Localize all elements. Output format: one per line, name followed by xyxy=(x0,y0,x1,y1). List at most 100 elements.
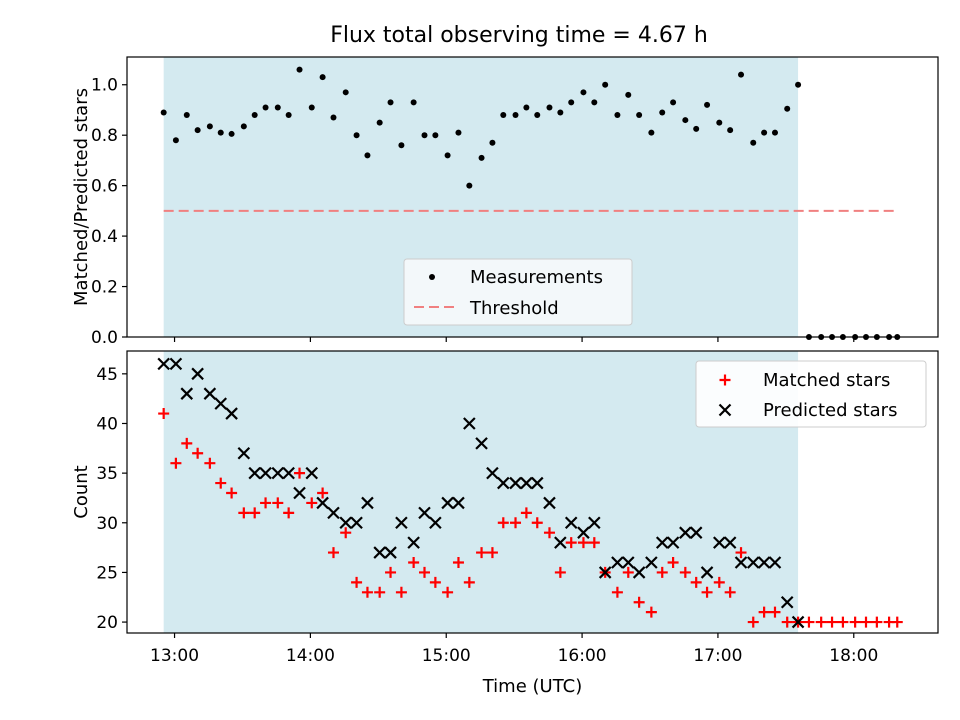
matched-star-point xyxy=(385,566,397,578)
predicted-star-point xyxy=(611,556,624,569)
predicted-star-point xyxy=(655,536,669,549)
matched-star-point xyxy=(667,557,679,568)
matched-star-point xyxy=(701,586,713,598)
measurement-point xyxy=(614,112,621,119)
measurement-point xyxy=(771,129,778,136)
matched-star-point xyxy=(554,566,566,578)
matched-star-point xyxy=(826,616,838,628)
matched-star-point xyxy=(226,487,238,499)
y-tick-label: 25 xyxy=(96,563,118,583)
predicted-star-point xyxy=(475,437,488,450)
matched-star-point xyxy=(713,576,725,588)
matched-star-point xyxy=(891,616,903,628)
matched-star-point xyxy=(476,547,488,559)
plot-frame xyxy=(126,350,939,634)
predicted-star-point xyxy=(679,526,692,539)
matched-star-point xyxy=(306,497,318,509)
predicted-star-point xyxy=(191,367,204,381)
matched-star-point xyxy=(871,616,883,628)
matched-star-point xyxy=(633,596,645,608)
measurement-point xyxy=(648,129,655,136)
measurement-point xyxy=(172,137,179,144)
predicted-star-point xyxy=(361,496,374,510)
observing-span xyxy=(163,351,799,633)
measurement-point xyxy=(398,142,405,149)
matched-star-point xyxy=(238,507,250,519)
y-tick-label: 45 xyxy=(96,365,118,385)
matched-star-point xyxy=(463,576,475,588)
measurement-point xyxy=(285,112,292,119)
matched-star-point xyxy=(588,537,600,549)
measurement-point xyxy=(466,182,473,189)
measurement-point xyxy=(670,99,677,106)
matched-star-point xyxy=(747,616,759,628)
measurement-point xyxy=(319,74,326,81)
y-tick-label: 0.4 xyxy=(91,227,118,247)
x-tick-label: 14:00 xyxy=(286,646,335,666)
y-tick-label: 0.6 xyxy=(91,177,118,197)
predicted-star-point xyxy=(237,446,251,460)
y-tick-label: 40 xyxy=(96,414,118,434)
predicted-star-point xyxy=(282,466,295,480)
matched-star-point xyxy=(860,616,872,628)
predicted-star-point xyxy=(666,536,680,549)
predicted-star-point xyxy=(339,516,352,530)
matched-star-point xyxy=(192,447,204,459)
predicted-star-point xyxy=(169,357,183,371)
matched-star-point xyxy=(497,517,509,529)
predicted-star-point xyxy=(746,556,760,569)
measurement-point xyxy=(444,152,451,159)
measurement-point xyxy=(636,112,643,119)
measurement-point xyxy=(262,104,269,111)
matched-star-point xyxy=(803,616,815,628)
predicted-star-point xyxy=(768,556,782,569)
measurement-point xyxy=(512,112,519,119)
measurement-point xyxy=(557,109,564,116)
y-tick-label: 0.2 xyxy=(91,278,118,298)
predicted-star-point xyxy=(407,536,420,549)
matched-star-point xyxy=(837,616,849,628)
legend-measurement-marker xyxy=(429,274,435,280)
predicted-star-point xyxy=(441,496,454,510)
y-axis-label: Matched/Predicted stars xyxy=(71,88,92,306)
matched-star-point xyxy=(395,586,407,598)
chart-title: Flux total observing time = 4.67 h xyxy=(330,23,708,48)
predicted-star-point xyxy=(554,536,567,549)
predicted-star-point xyxy=(373,546,386,559)
predicted-star-point xyxy=(780,595,794,609)
predicted-star-point xyxy=(429,516,442,530)
measurement-point xyxy=(659,109,666,116)
bottom-panel: 20 25 30 35 40 45 13:00 14:00 15:00 16:00 17:00 18:… xyxy=(71,350,939,697)
matched-star-point xyxy=(215,477,227,489)
legend-predicted-marker xyxy=(718,403,732,417)
matched-star-point xyxy=(577,537,589,549)
measurement-point xyxy=(364,152,371,159)
predicted-star-point xyxy=(700,566,714,579)
x-tick-label: 17:00 xyxy=(693,646,742,666)
predicted-star-point xyxy=(203,387,217,400)
measurement-point xyxy=(330,114,337,121)
measurement-point xyxy=(534,112,541,119)
predicted-star-point xyxy=(791,615,805,629)
measurement-point xyxy=(160,109,167,116)
matched-star-point xyxy=(361,586,373,598)
y-axis-label: Count xyxy=(71,465,92,518)
matched-star-point xyxy=(260,497,272,509)
legend-label: Measurements xyxy=(470,267,603,288)
measurement-point xyxy=(591,99,598,106)
predicted-star-point xyxy=(530,476,544,490)
measurement-point xyxy=(308,104,315,111)
matched-star-point xyxy=(815,616,827,628)
measurement-point xyxy=(489,139,496,146)
y-tick-label: 20 xyxy=(96,613,118,633)
matched-star-point xyxy=(849,616,861,628)
x-tick-label: 13:00 xyxy=(150,646,199,666)
measurement-point xyxy=(342,89,349,96)
measurement-point xyxy=(432,132,439,139)
matched-star-point xyxy=(611,586,623,598)
matched-star-point xyxy=(758,606,770,618)
measurement-point xyxy=(738,71,745,78)
predicted-star-point xyxy=(497,476,510,490)
measurement-point xyxy=(580,89,587,96)
matched-star-point xyxy=(204,457,216,469)
